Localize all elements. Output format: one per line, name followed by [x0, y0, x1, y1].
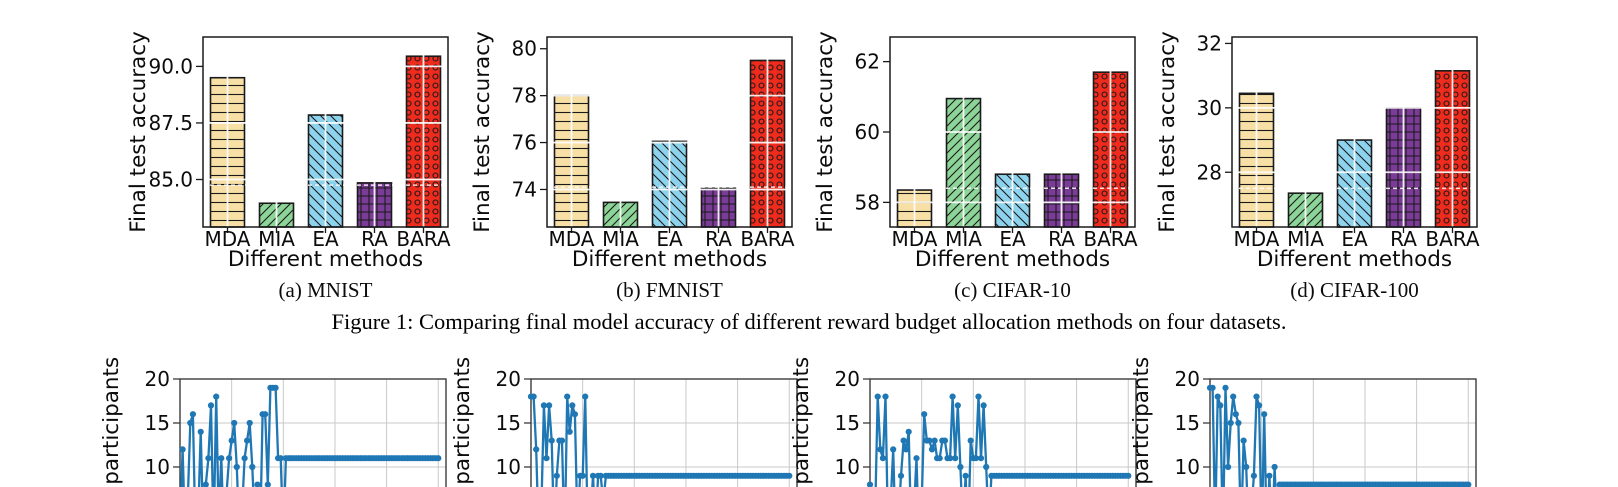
y-tick-label: 74 [512, 177, 537, 201]
y-tick-label: 32 [1197, 31, 1222, 55]
x-tick-label: MIA [1287, 227, 1324, 251]
line-chart-participants-cifar100: 20 15 10 # of participants [1132, 357, 1477, 487]
y-tick-label: 62 [855, 50, 880, 74]
y-tick-label: 10 [145, 455, 170, 479]
y-tick-label: 20 [496, 367, 521, 391]
x-tick-label: MIA [945, 227, 982, 251]
subfigure-caption: (c) CIFAR-10 [954, 278, 1071, 302]
x-tick-label: RA [1390, 227, 1417, 251]
figure-caption: Figure 1: Comparing final model accuracy… [331, 309, 1287, 334]
x-tick-label: MDA [892, 227, 938, 251]
x-axis-label: Different methods [572, 247, 767, 272]
y-tick-label: 85.0 [148, 168, 193, 192]
y-axis-label: Final test accuracy [470, 31, 495, 233]
subfigure-caption: (b) FMNIST [616, 278, 723, 302]
x-tick-label: RA [1048, 227, 1075, 251]
y-tick-label: 78 [512, 84, 537, 108]
participants-series [179, 384, 442, 487]
x-axis-label: Different methods [915, 247, 1110, 272]
x-tick-label: MDA [205, 227, 251, 251]
line-chart-participants-fmnist: 20 15 10 # of participants [453, 357, 798, 487]
y-tick-label: 60 [855, 120, 880, 144]
y-tick-label: 15 [145, 411, 170, 435]
y-axis-label: Final test accuracy [813, 31, 838, 233]
participants-series [527, 393, 793, 487]
y-tick-label: 28 [1197, 160, 1222, 184]
x-tick-label: MIA [258, 227, 295, 251]
x-tick-label: EA [999, 227, 1026, 251]
participants-series [866, 393, 1132, 487]
line-chart-participants-mnist: 20 15 10 # of participants [102, 357, 447, 487]
y-tick-label: 15 [1175, 411, 1200, 435]
y-tick-label: 58 [855, 190, 880, 214]
y-tick-label: 87.5 [148, 111, 193, 135]
x-tick-label: RA [705, 227, 732, 251]
y-tick-label: 15 [835, 411, 860, 435]
y-tick-label: 15 [496, 411, 521, 435]
x-tick-label: MDA [1234, 227, 1280, 251]
y-tick-label: 10 [835, 455, 860, 479]
y-tick-label: 80 [512, 37, 537, 61]
x-tick-label: BARA [740, 227, 794, 251]
y-axis-label: Final test accuracy [1155, 31, 1180, 233]
y-tick-label: 20 [145, 367, 170, 391]
participants-series [1206, 384, 1472, 487]
y-axis-label: Final test accuracy [126, 31, 151, 233]
y-axis-label: # of participants [102, 357, 124, 487]
x-axis-label: Different methods [1257, 247, 1452, 272]
y-tick-label: 10 [1175, 455, 1200, 479]
x-tick-label: BARA [1083, 227, 1137, 251]
x-tick-label: MDA [549, 227, 595, 251]
x-tick-label: EA [656, 227, 683, 251]
y-tick-label: 90.0 [148, 54, 193, 78]
x-tick-label: MIA [602, 227, 639, 251]
y-tick-label: 20 [835, 367, 860, 391]
x-tick-label: EA [312, 227, 339, 251]
x-tick-label: BARA [396, 227, 450, 251]
subfigure-caption: (a) MNIST [279, 278, 373, 302]
x-tick-label: RA [361, 227, 388, 251]
y-axis-label: # of participants [453, 357, 475, 487]
x-tick-label: EA [1341, 227, 1368, 251]
x-axis-label: Different methods [228, 247, 423, 272]
y-tick-label: 10 [496, 455, 521, 479]
plot-frame [1209, 378, 1477, 487]
y-tick-label: 76 [512, 131, 537, 155]
y-tick-label: 20 [1175, 367, 1200, 391]
subfigure-caption: (d) CIFAR-100 [1290, 278, 1419, 302]
y-tick-label: 30 [1197, 96, 1222, 120]
y-axis-label: # of participants [792, 357, 814, 487]
x-tick-label: BARA [1425, 227, 1479, 251]
line-chart-participants-cifar10: 20 15 10 # of participants [792, 357, 1137, 487]
y-axis-label: # of participants [1132, 357, 1154, 487]
